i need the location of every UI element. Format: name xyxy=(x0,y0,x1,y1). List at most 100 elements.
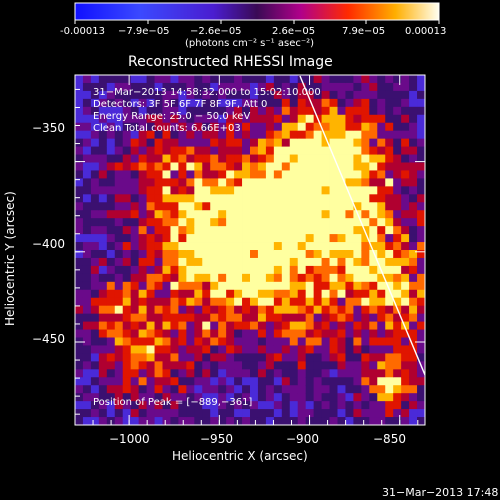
image-pixel xyxy=(106,297,116,307)
image-pixel xyxy=(353,377,362,386)
image-pixel xyxy=(361,417,370,425)
image-pixel xyxy=(401,250,410,259)
image-pixel xyxy=(345,234,354,243)
image-pixel xyxy=(242,409,251,418)
image-pixel xyxy=(162,234,171,243)
image-pixel xyxy=(242,281,251,291)
image-pixel xyxy=(265,114,275,124)
time-range-label: 31−Mar−2013 14:58:32.000 to 15:02:10.000 xyxy=(93,87,321,98)
image-pixel xyxy=(345,250,354,259)
image-pixel xyxy=(393,417,402,425)
image-pixel xyxy=(210,218,219,227)
image-pixel xyxy=(90,337,100,346)
image-pixel xyxy=(138,401,147,410)
image-pixel xyxy=(257,122,267,132)
image-pixel xyxy=(82,409,92,418)
image-pixel xyxy=(250,170,259,179)
image-pixel xyxy=(178,281,187,291)
image-pixel xyxy=(186,98,195,108)
image-pixel xyxy=(226,122,235,132)
image-pixel xyxy=(273,218,283,227)
image-pixel xyxy=(329,393,338,402)
image-pixel xyxy=(377,138,386,147)
image-pixel xyxy=(281,210,291,219)
image-pixel xyxy=(337,385,346,394)
image-pixel xyxy=(385,82,394,92)
image-pixel xyxy=(194,353,203,362)
image-pixel xyxy=(114,210,124,219)
colorbar-tick-label: -0.00013 xyxy=(60,26,105,37)
image-pixel xyxy=(242,289,251,299)
image-pixel xyxy=(369,154,378,163)
image-pixel xyxy=(337,122,346,132)
clean-counts-label: Clean Total counts: 6.66E+03 xyxy=(93,123,241,134)
image-pixel xyxy=(226,393,235,402)
image-pixel xyxy=(242,170,251,179)
image-pixel xyxy=(226,369,235,378)
image-pixel xyxy=(313,385,322,394)
image-pixel xyxy=(361,377,370,386)
image-pixel xyxy=(210,369,219,378)
image-pixel xyxy=(257,75,267,84)
image-pixel xyxy=(226,417,235,425)
image-pixel xyxy=(377,178,386,187)
image-pixel xyxy=(186,345,195,354)
image-pixel xyxy=(75,138,84,147)
image-pixel xyxy=(90,273,100,283)
image-pixel xyxy=(210,281,219,291)
image-pixel xyxy=(417,250,425,259)
image-pixel xyxy=(122,377,132,386)
image-pixel xyxy=(122,210,132,219)
image-pixel xyxy=(281,409,291,418)
image-pixel xyxy=(186,281,195,291)
image-pixel xyxy=(138,361,147,370)
image-pixel xyxy=(106,154,116,163)
image-pixel xyxy=(194,122,203,132)
image-pixel xyxy=(146,281,155,291)
image-pixel xyxy=(194,106,203,116)
colorbar-tick-label: 2.6e−05 xyxy=(272,26,316,37)
image-pixel xyxy=(353,401,362,410)
image-pixel xyxy=(138,90,147,100)
image-pixel xyxy=(178,250,187,259)
image-pixel xyxy=(98,281,108,291)
image-pixel xyxy=(122,321,132,330)
image-pixel xyxy=(393,170,402,179)
image-pixel xyxy=(242,75,251,84)
image-pixel xyxy=(122,250,132,259)
image-pixel xyxy=(337,194,346,203)
image-pixel xyxy=(242,257,251,267)
image-pixel xyxy=(210,202,219,211)
image-pixel xyxy=(194,170,203,179)
image-pixel xyxy=(265,242,275,251)
image-pixel xyxy=(82,202,92,211)
image-pixel xyxy=(321,385,330,394)
image-pixel xyxy=(289,321,299,330)
image-pixel xyxy=(257,345,267,354)
image-pixel xyxy=(313,313,322,322)
image-pixel xyxy=(210,234,219,243)
image-pixel xyxy=(122,122,132,132)
image-pixel xyxy=(385,401,394,410)
image-pixel xyxy=(218,313,227,322)
image-pixel xyxy=(75,353,84,362)
image-pixel xyxy=(385,250,394,259)
image-pixel xyxy=(250,257,259,267)
image-pixel xyxy=(90,417,100,425)
image-pixel xyxy=(194,218,203,227)
image-pixel xyxy=(337,242,346,251)
image-pixel xyxy=(273,297,283,307)
image-pixel xyxy=(353,353,362,362)
image-pixel xyxy=(401,345,410,354)
image-pixel xyxy=(257,265,267,275)
image-pixel xyxy=(361,337,370,346)
image-pixel xyxy=(162,345,171,354)
image-pixel xyxy=(106,122,116,132)
image-pixel xyxy=(218,321,227,330)
image-pixel xyxy=(409,321,418,330)
image-pixel xyxy=(393,313,402,322)
image-pixel xyxy=(106,345,116,354)
image-pixel xyxy=(273,377,283,386)
image-pixel xyxy=(329,234,338,243)
image-pixel xyxy=(289,186,299,195)
